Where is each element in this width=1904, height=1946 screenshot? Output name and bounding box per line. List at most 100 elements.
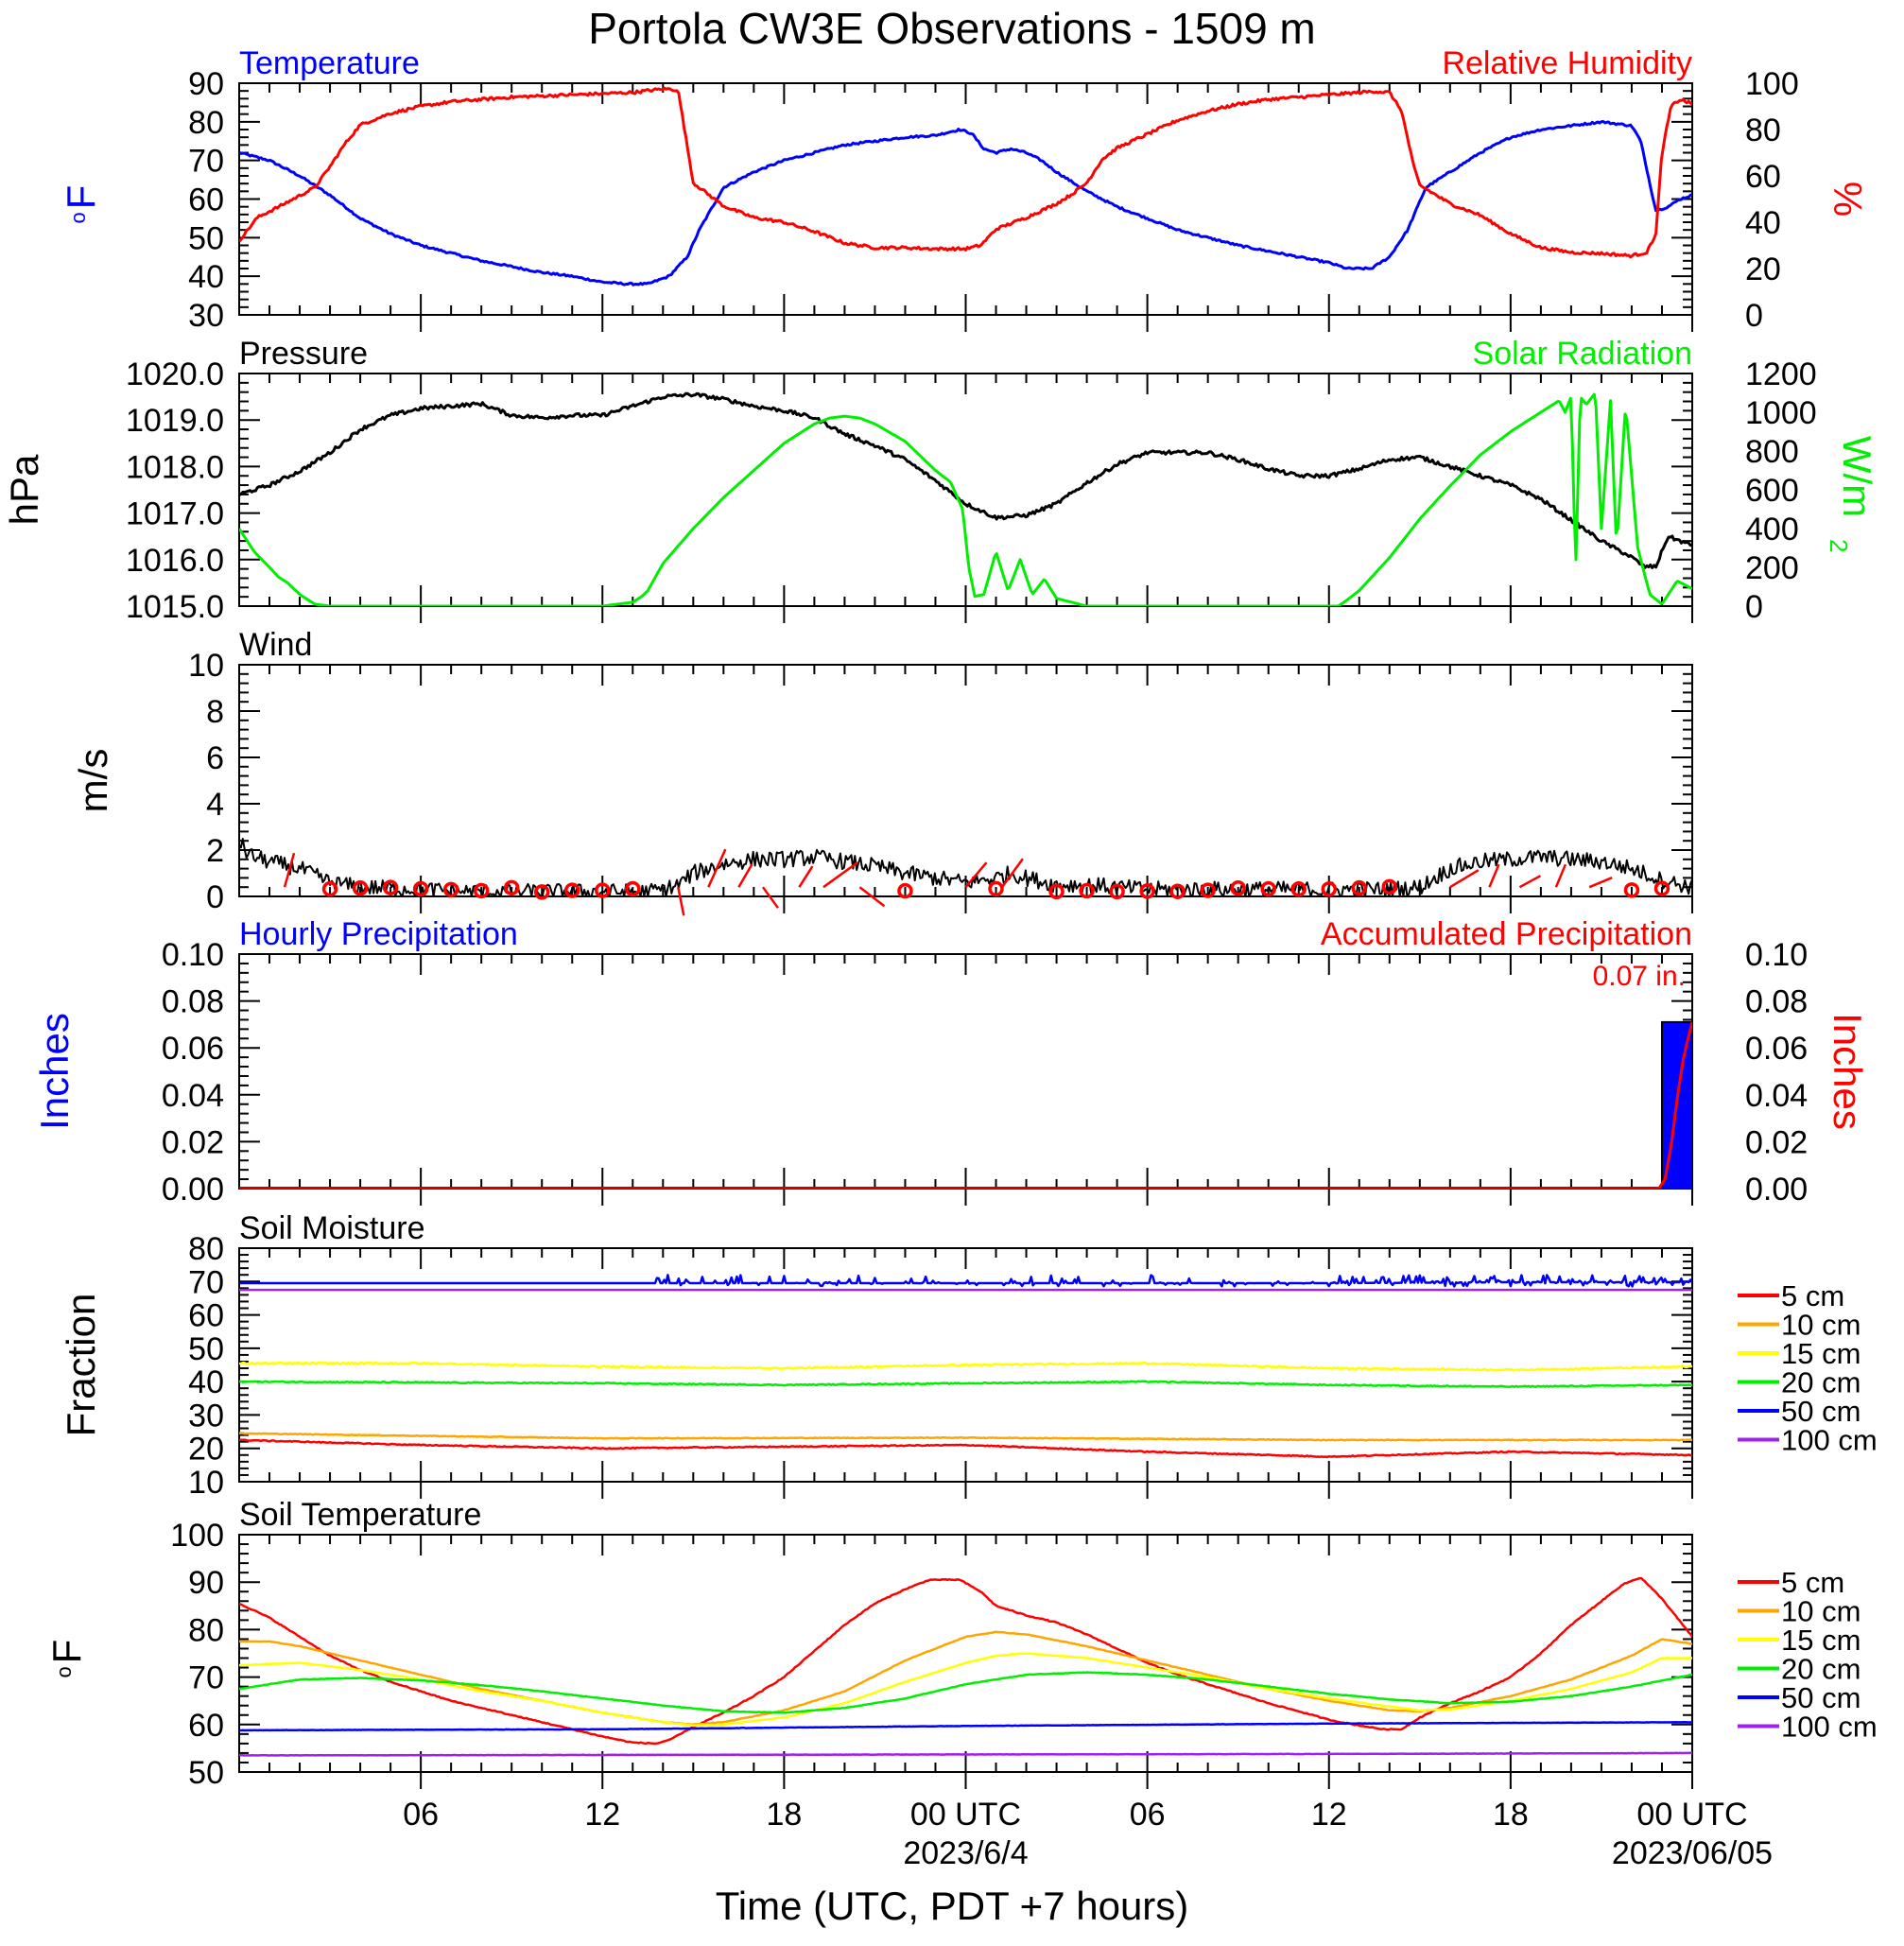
- calm-wind-marker: [1230, 879, 1246, 896]
- y-tick-label-left: 1015.0: [126, 589, 224, 625]
- y-tick-label-right: 0: [1745, 298, 1763, 334]
- legend-label: 10 cm: [1781, 1595, 1861, 1628]
- y-tick-label-right: 40: [1745, 205, 1781, 241]
- y-tick-label-left: 70: [188, 144, 224, 180]
- y-tick-label-left: 60: [188, 182, 224, 218]
- calm-wind-marker: [1139, 883, 1155, 899]
- series-line-2: [239, 392, 1692, 606]
- y-tick-label-left: 90: [188, 1565, 224, 1601]
- panel-left-title: Wind: [239, 627, 312, 663]
- y-tick-label-left: 10: [188, 1465, 224, 1501]
- wind-barb: [822, 861, 858, 889]
- x-tick-label: 06: [1130, 1797, 1166, 1833]
- legend-label: 50 cm: [1781, 1681, 1861, 1714]
- series-line-5-cm: [239, 1576, 1692, 1746]
- x-tick-label: 00 UTC: [1636, 1797, 1747, 1833]
- legend-label: 100 cm: [1781, 1424, 1878, 1457]
- series-line-20-cm: [239, 1671, 1692, 1714]
- series-line-5-cm: [239, 1438, 1692, 1459]
- y-tick-label-right: 0: [1745, 589, 1763, 625]
- wind-barb: [858, 886, 886, 908]
- series-line-10-cm: [239, 1630, 1692, 1726]
- calm-wind-marker: [533, 884, 550, 900]
- accumulated-total-label: 0.07 in.: [1593, 961, 1686, 992]
- y-tick-label-right: 0.04: [1745, 1078, 1808, 1114]
- y-axis-label-left: F: [59, 185, 103, 210]
- panel-right-title: Solar Radiation: [1473, 336, 1692, 372]
- series-line-50-cm: [239, 1274, 1692, 1288]
- wind-barb: [677, 886, 685, 916]
- y-tick-label-right: 200: [1745, 550, 1799, 586]
- wind-barb: [1518, 875, 1542, 889]
- panel-frame: [238, 1534, 1693, 1773]
- y-tick-label-left: 0.00: [162, 1172, 224, 1208]
- y-tick-label-right: 60: [1745, 159, 1781, 195]
- x-axis-label: Time (UTC, PDT +7 hours): [716, 1884, 1189, 1928]
- panel-left-title: Soil Temperature: [239, 1497, 481, 1533]
- x-tick-label: 06: [403, 1797, 439, 1833]
- calm-wind-marker: [382, 879, 399, 895]
- calm-wind-marker: [1048, 883, 1065, 900]
- calm-wind-marker: [1653, 880, 1670, 896]
- y-tick-label-right: 0.02: [1745, 1124, 1808, 1160]
- y-tick-label-right: 0.08: [1745, 984, 1808, 1020]
- series-line-1: [239, 391, 1692, 569]
- legend-label: 10 cm: [1781, 1309, 1861, 1342]
- series-line-2: [239, 86, 1692, 259]
- series-line-15-cm: [239, 1652, 1692, 1728]
- series-line-1: [239, 120, 1692, 287]
- wind-barb: [964, 861, 988, 889]
- panel-4: 0.10 0.08 0.06 0.04 0.02 0.00 0.10 0.08 0.06 0.04…: [32, 916, 1870, 1208]
- calm-wind-marker: [1381, 878, 1398, 895]
- legend-label: 50 cm: [1781, 1395, 1861, 1428]
- y-tick-label-left: 30: [188, 1398, 224, 1433]
- panel-frame: [238, 373, 1693, 607]
- x-date-label: 2023/06/05: [1612, 1835, 1773, 1871]
- legend-label: 15 cm: [1781, 1337, 1861, 1370]
- wind-barb: [798, 865, 814, 888]
- y-tick-label-left: 50: [188, 1755, 224, 1791]
- panel-frame: [238, 953, 1693, 1190]
- y-axis-label-degree: o: [52, 1666, 76, 1677]
- calm-wind-marker: [321, 880, 338, 897]
- calm-wind-marker: [1351, 879, 1368, 896]
- panel-left-title: Temperature: [239, 45, 420, 81]
- legend-label: 15 cm: [1781, 1624, 1861, 1657]
- legend-label: 20 cm: [1781, 1366, 1861, 1399]
- series-group: [239, 86, 1692, 287]
- wind-barb: [1554, 863, 1567, 888]
- legend-label: 5 cm: [1781, 1566, 1844, 1599]
- y-tick-label-right: 80: [1745, 113, 1781, 148]
- y-tick-label-left: 1016.0: [126, 543, 224, 579]
- y-tick-label-left: 30: [188, 298, 224, 334]
- y-axis-label-right: %: [1826, 182, 1870, 217]
- calm-wind-marker: [1290, 881, 1307, 897]
- series-line-15-cm: [239, 1361, 1692, 1372]
- series-line-100-cm: [239, 1751, 1692, 1757]
- calm-wind-marker: [897, 882, 913, 899]
- y-axis-label-left: Fraction: [59, 1294, 103, 1437]
- y-tick-label-right: 0.00: [1745, 1172, 1808, 1208]
- calm-wind-marker: [503, 879, 520, 896]
- y-axis-label-superscript: 2: [1825, 539, 1853, 552]
- calm-wind-marker: [473, 882, 490, 899]
- y-tick-label-left: 10: [188, 648, 224, 684]
- series-line-10-cm: [239, 1432, 1692, 1442]
- calm-wind-marker: [352, 879, 369, 896]
- y-tick-label-left: 70: [188, 1264, 224, 1300]
- chart-title: Portola CW3E Observations - 1509 m: [588, 4, 1316, 53]
- y-tick-label-left: 40: [188, 259, 224, 295]
- y-tick-label-left: 1017.0: [126, 496, 224, 532]
- y-tick-label-left: 0.04: [162, 1078, 224, 1114]
- y-tick-label-right: 20: [1745, 252, 1781, 287]
- wind-barb: [1488, 863, 1500, 888]
- wind-barb: [737, 863, 753, 888]
- y-tick-label-right: 600: [1745, 473, 1799, 509]
- y-axis-label-degree: o: [66, 212, 90, 223]
- y-tick-label-left: 80: [188, 1231, 224, 1267]
- y-tick-label-right: 400: [1745, 512, 1799, 547]
- y-tick-label-right: 800: [1745, 434, 1799, 470]
- legend-label: 20 cm: [1781, 1653, 1861, 1686]
- y-axis-label-right: W/m: [1835, 436, 1879, 517]
